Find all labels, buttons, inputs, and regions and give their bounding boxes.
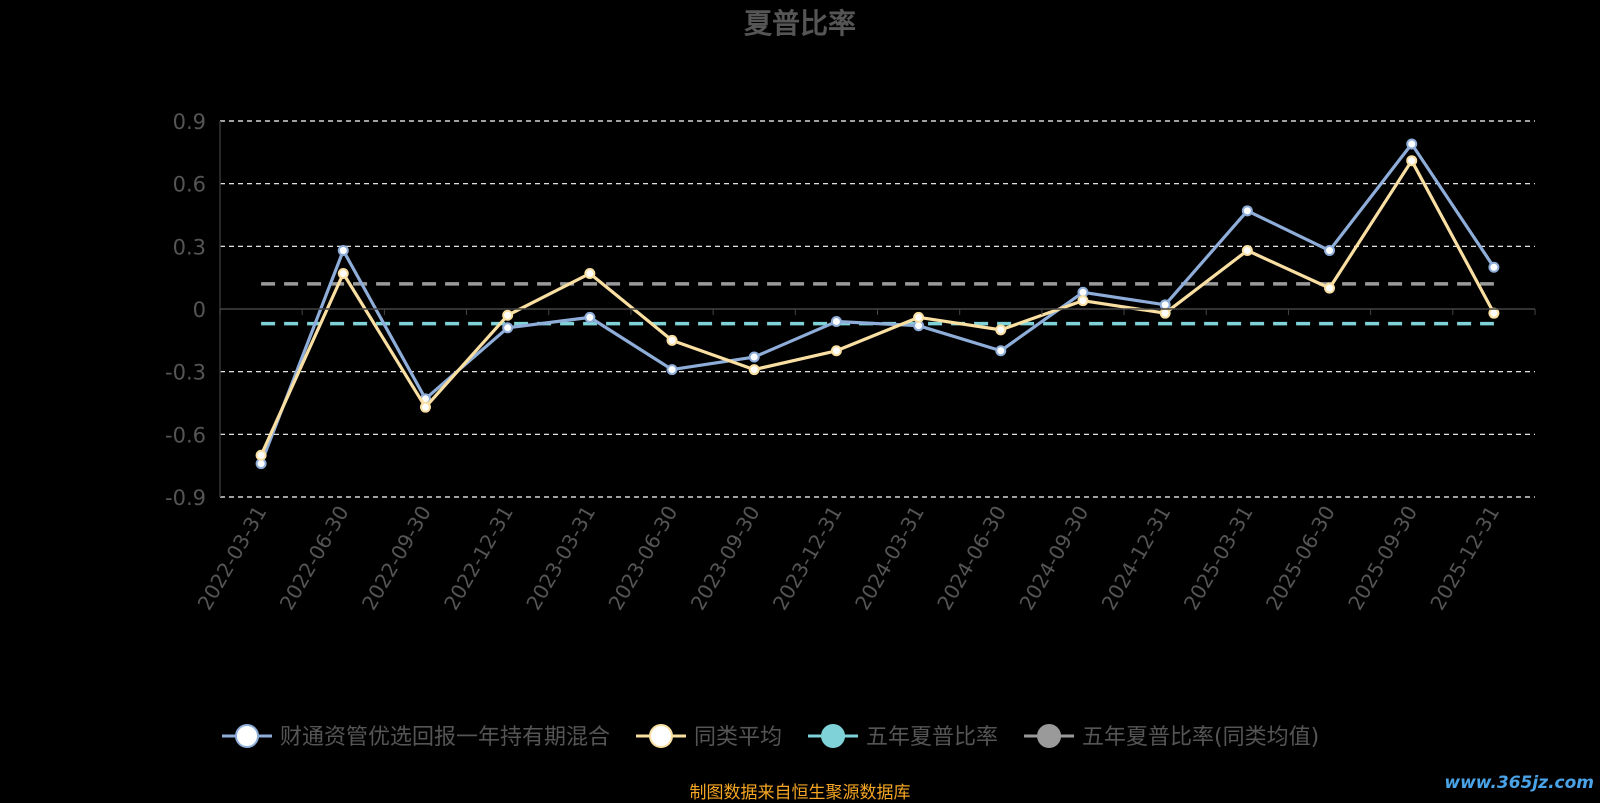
y-tick-label: -0.6 [165,423,206,447]
data-point [1241,245,1253,257]
legend-label: 五年夏普比率 [866,725,998,750]
data-point [830,345,842,357]
y-tick-label: -0.3 [165,361,206,385]
data-point [666,364,678,376]
x-tick-label: 2023-09-30 [686,502,765,615]
x-tick-label: 2025-12-31 [1425,502,1504,615]
legend-item[interactable]: 五年夏普比率(同类均值) [1024,724,1319,750]
series-layer [255,138,1500,470]
data-point [337,267,349,279]
legend-marker-icon [649,724,674,748]
data-point [1488,261,1500,273]
legend-label: 五年夏普比率(同类均值) [1082,725,1319,750]
grid-layer [220,120,1535,498]
x-tick-label: 2024-03-31 [850,502,929,615]
data-point [1241,205,1253,217]
x-tick-label: 2022-03-31 [193,502,272,615]
x-tick-label: 2022-09-30 [357,502,436,615]
legend-item[interactable]: 财通资管优选回报一年持有期混合 [222,724,610,750]
data-point [419,401,431,413]
data-point [1159,307,1171,319]
data-point [1406,138,1418,150]
x-tick-label: 2024-12-31 [1097,502,1176,615]
legend-label: 同类平均 [694,725,782,750]
data-point [666,334,678,346]
data-source-note: 制图数据来自恒生聚源数据库 [689,783,911,803]
data-point [913,311,925,323]
y-tick-label: -0.9 [165,486,206,510]
legend-marker-icon [1037,724,1062,748]
data-point [1324,245,1336,257]
data-point [255,449,267,461]
x-tick-label: 2025-06-30 [1261,502,1340,615]
x-tick-label: 2023-06-30 [603,502,682,615]
data-point [1488,307,1500,319]
data-point [584,311,596,323]
data-point [995,345,1007,357]
site-watermark: www.365jz.com [1444,773,1594,793]
series-line [259,142,1496,465]
reference-lines [261,282,1494,326]
y-tick-label: 0.9 [173,110,206,134]
y-tick-label: 0 [193,298,206,322]
x-tick-label: 2024-06-30 [932,502,1011,615]
x-tick-label: 2022-12-31 [439,502,518,615]
x-tick-label: 2023-03-31 [521,502,600,615]
data-point [502,309,514,321]
data-point [337,245,349,257]
chart-title: 夏普比率 [744,7,856,40]
x-tick-label: 2025-09-30 [1343,502,1422,615]
series-line [259,159,1496,456]
data-point [502,322,514,334]
x-tick-label: 2024-09-30 [1014,502,1093,615]
data-point [748,351,760,363]
data-point [584,267,596,279]
legend-marker-icon [235,724,259,748]
data-point [1077,295,1089,307]
data-point [1406,155,1418,167]
legend[interactable]: 财通资管优选回报一年持有期混合 同类平均 五年夏普比率 五年夏普比率(同类均值) [222,724,1319,750]
x-tick-label: 2025-03-31 [1179,502,1258,615]
data-point [830,316,842,328]
data-point [748,364,760,376]
y-tick-label: 0.6 [173,173,206,197]
x-tick-label: 2022-06-30 [275,502,354,615]
x-tick-label: 2023-12-31 [768,502,847,615]
data-point [1324,282,1336,294]
legend-item[interactable]: 同类平均 [636,724,782,750]
legend-label: 财通资管优选回报一年持有期混合 [280,725,610,750]
y-tick-label: 0.3 [173,235,206,259]
legend-item[interactable]: 五年夏普比率 [808,724,998,750]
legend-marker-icon [821,724,846,748]
data-point [995,324,1007,336]
